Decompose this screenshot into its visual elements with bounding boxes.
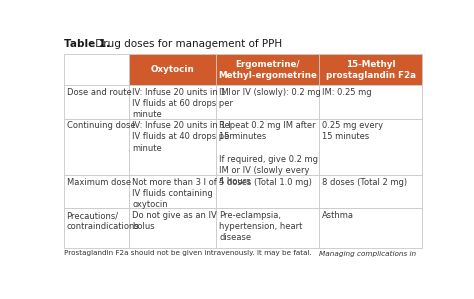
Text: Prostaglandin F2a should not be given intravenously. It may be fatal.: Prostaglandin F2a should not be given in…	[64, 251, 314, 257]
Bar	[129, 175, 217, 208]
Bar	[217, 175, 319, 208]
Text: Dose and route: Dose and route	[66, 88, 131, 97]
Text: Table 1.: Table 1.	[64, 39, 110, 49]
Bar	[64, 208, 129, 248]
Text: IV: Infuse 20 units in 1 l
IV fluids at 40 drops per
minute: IV: Infuse 20 units in 1 l IV fluids at …	[132, 121, 233, 152]
Bar	[217, 54, 319, 86]
Bar	[129, 118, 217, 175]
Text: IV: Infuse 20 units in 1 l
IV fluids at 60 drops per
minute: IV: Infuse 20 units in 1 l IV fluids at …	[132, 88, 233, 119]
Bar	[129, 86, 217, 118]
Text: 8 doses (Total 2 mg): 8 doses (Total 2 mg)	[322, 178, 407, 187]
Bar	[64, 86, 129, 118]
Bar	[64, 54, 129, 86]
Bar	[319, 86, 422, 118]
Text: 5 doses (Total 1.0 mg): 5 doses (Total 1.0 mg)	[219, 178, 312, 187]
Text: Precautions/
contraindications: Precautions/ contraindications	[66, 211, 139, 231]
Text: Asthma: Asthma	[322, 211, 354, 220]
Text: IM: 0.25 mg: IM: 0.25 mg	[322, 88, 372, 97]
Text: IM or IV (slowly): 0.2 mg: IM or IV (slowly): 0.2 mg	[219, 88, 321, 97]
Bar	[64, 175, 129, 208]
Text: Do not give as an IV
bolus: Do not give as an IV bolus	[132, 211, 217, 231]
Bar	[64, 118, 129, 175]
Text: 15-Methyl
prostaglandin F2a: 15-Methyl prostaglandin F2a	[326, 60, 416, 80]
Text: Not more than 3 l of
IV fluids containing
oxytocin: Not more than 3 l of IV fluids containin…	[132, 178, 217, 209]
Text: Pre-eclampsia,
hypertension, heart
disease: Pre-eclampsia, hypertension, heart disea…	[219, 211, 303, 242]
Bar	[217, 118, 319, 175]
Text: Ergometrine/
Methyl-ergometrine: Ergometrine/ Methyl-ergometrine	[219, 60, 317, 80]
Text: Repeat 0.2 mg IM after
15 minutes

If required, give 0.2 mg
IM or IV (slowly eve: Repeat 0.2 mg IM after 15 minutes If req…	[219, 121, 319, 186]
Text: Maximum dose: Maximum dose	[66, 178, 131, 187]
Text: Managing complications in: Managing complications in	[319, 251, 416, 257]
Bar	[217, 208, 319, 248]
Text: 0.25 mg every
15 minutes: 0.25 mg every 15 minutes	[322, 121, 383, 141]
Text: Oxytocin: Oxytocin	[151, 65, 195, 74]
Bar	[319, 118, 422, 175]
Text: Drug doses for management of PPH: Drug doses for management of PPH	[91, 39, 282, 49]
Bar	[129, 208, 217, 248]
Bar	[319, 54, 422, 86]
Text: Continuing dose: Continuing dose	[66, 121, 135, 130]
Bar	[319, 208, 422, 248]
Bar	[217, 86, 319, 118]
Bar	[319, 175, 422, 208]
Bar	[129, 54, 217, 86]
